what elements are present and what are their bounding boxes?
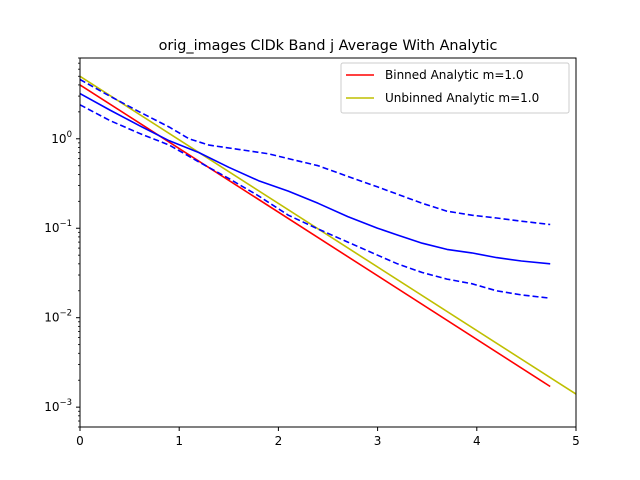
x-tick-label: 5 [572,434,580,448]
chart-title: orig_images ClDk Band j Average With Ana… [159,38,498,54]
plot-background [80,58,576,427]
legend-label: Binned Analytic m=1.0 [385,68,523,82]
x-tick-label: 2 [275,434,283,448]
series-line-3 [79,78,551,226]
y-tick-label: 10−2 [44,309,72,325]
legend-label: Unbinned Analytic m=1.0 [385,91,539,105]
plot-area [80,58,576,427]
series-line-1 [79,75,577,395]
legend-box [340,62,570,114]
y-tick-label: 10−1 [44,219,72,235]
x-tick-label: 1 [175,434,183,448]
series-line-2 [79,92,551,265]
series-layer [79,75,577,395]
y-tick-label: 100 [51,130,72,146]
legend: Binned Analytic m=1.0 Unbinned Analytic m… [340,62,570,114]
x-axis: 0 1 2 3 4 5 [76,427,580,448]
x-tick-label: 4 [473,434,481,448]
axes-frame [79,57,577,428]
x-tick-label: 0 [76,434,84,448]
y-axis: 10−3 10−2 10−1 100 [44,57,80,428]
series-line-4 [79,104,551,299]
x-tick-label: 3 [374,434,382,448]
y-tick-label: 10−3 [44,398,72,414]
axes-spines [79,57,577,428]
